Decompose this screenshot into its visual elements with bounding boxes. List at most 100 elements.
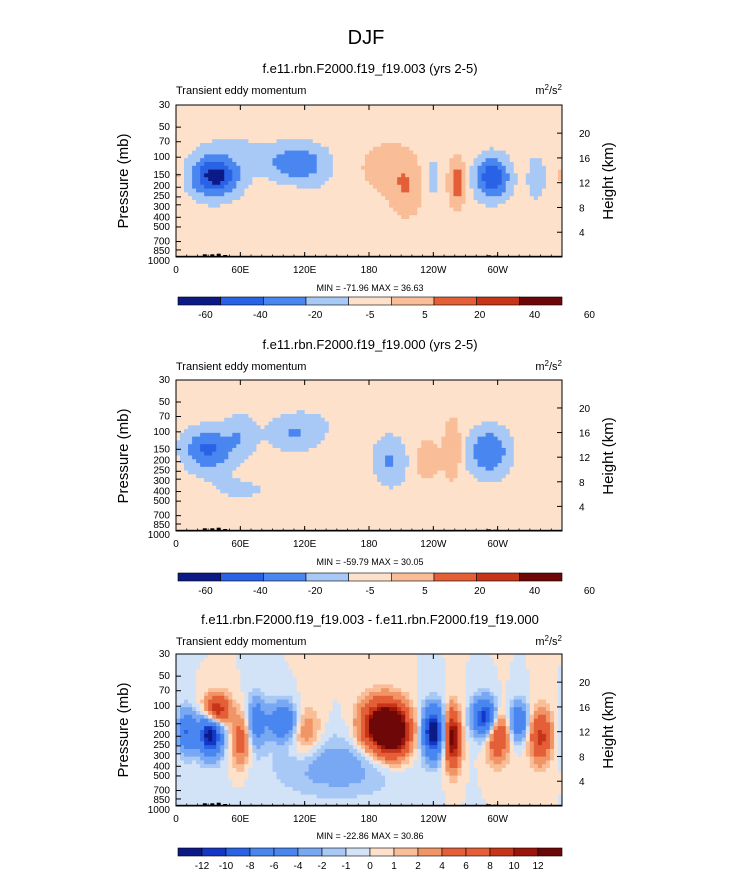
field-cell <box>541 135 547 140</box>
field-cell <box>505 120 511 125</box>
field-cell <box>216 391 221 396</box>
field-cell <box>421 249 426 254</box>
field-cell <box>473 150 478 155</box>
field-cell <box>409 120 414 125</box>
field-cell <box>312 169 318 174</box>
field-cell <box>236 162 241 167</box>
field-cell <box>485 177 491 182</box>
panel-1: f.e11.rbn.F2000.f19_f19.003 (yrs 2-5) Tr… <box>115 61 617 321</box>
field-cell <box>433 245 438 250</box>
field-cell <box>352 154 358 159</box>
field-cell <box>320 391 326 396</box>
field-cell <box>360 200 366 205</box>
field-cell <box>413 219 418 224</box>
field-cell <box>220 146 225 151</box>
field-cell <box>437 154 442 159</box>
field-cell <box>413 143 418 148</box>
field-cell <box>385 165 390 170</box>
field-cell <box>252 234 257 239</box>
field-cell <box>356 230 362 235</box>
field-cell <box>340 380 346 385</box>
field-cell <box>493 173 499 178</box>
field-cell <box>296 402 302 407</box>
field-cell <box>481 391 486 396</box>
field-cell <box>401 192 406 197</box>
field-cell <box>252 196 257 201</box>
field-cell <box>320 112 326 117</box>
field-cell <box>485 207 491 212</box>
field-cell <box>417 184 422 189</box>
field-cell <box>517 200 523 205</box>
field-cell <box>192 211 197 216</box>
field-cell <box>304 241 310 246</box>
field-cell <box>461 245 466 250</box>
field-cell <box>489 241 495 246</box>
field-cell <box>208 395 213 400</box>
field-cell <box>545 238 551 243</box>
field-cell <box>377 222 382 227</box>
field-cell <box>272 188 277 193</box>
field-cell <box>509 398 515 404</box>
field-cell <box>473 116 478 121</box>
field-cell <box>324 139 330 144</box>
field-cell <box>264 162 269 167</box>
field-cell <box>212 417 217 422</box>
field-cell <box>393 395 398 400</box>
field-cell <box>481 184 486 189</box>
field-cell <box>457 406 462 411</box>
field-cell <box>517 177 523 182</box>
field-cell <box>525 169 531 174</box>
field-cell <box>421 226 426 231</box>
field-cell <box>180 169 185 174</box>
field-cell <box>176 226 181 231</box>
field-cell <box>557 124 562 129</box>
field-cell <box>348 124 354 129</box>
field-cell <box>284 395 289 400</box>
field-cell <box>429 234 434 239</box>
field-cell <box>248 196 253 201</box>
field-cell <box>196 135 201 140</box>
field-cell <box>485 146 491 151</box>
field-cell <box>369 173 374 178</box>
field-cell <box>352 150 358 155</box>
field-cell <box>344 165 350 170</box>
field-cell <box>549 383 555 388</box>
field-cell <box>369 146 374 151</box>
field-cell <box>521 245 527 250</box>
field-cell <box>224 241 229 246</box>
field-cell <box>461 143 466 148</box>
field-cell <box>485 234 491 239</box>
field-cell <box>433 124 438 129</box>
field-cell <box>240 177 245 182</box>
field-cell <box>188 380 193 385</box>
field-cell <box>545 146 551 151</box>
field-cell <box>260 150 265 155</box>
field-cell <box>236 158 241 163</box>
field-cell <box>373 249 378 254</box>
field-cell <box>276 196 281 201</box>
field-cell <box>356 241 362 246</box>
field-cell <box>397 215 402 220</box>
field-cell <box>280 215 285 220</box>
field-cell <box>200 162 205 167</box>
field-cell <box>501 135 507 140</box>
field-cell <box>184 188 189 193</box>
field-cell <box>192 203 197 208</box>
field-cell <box>232 108 237 113</box>
field-cell <box>417 406 422 411</box>
field-cell <box>461 207 466 212</box>
field-cell <box>332 238 338 243</box>
field-cell <box>268 177 273 182</box>
field-cell <box>521 146 527 151</box>
field-cell <box>485 120 491 125</box>
field-cell <box>541 391 547 396</box>
field-cell <box>196 207 201 212</box>
field-cell <box>417 146 422 151</box>
field-cell <box>549 200 555 205</box>
field-cell <box>248 173 253 178</box>
field-cell <box>216 112 221 117</box>
field-cell <box>529 188 535 193</box>
field-cell <box>537 395 543 400</box>
field-cell <box>340 406 346 411</box>
panel-2-field <box>176 380 562 531</box>
